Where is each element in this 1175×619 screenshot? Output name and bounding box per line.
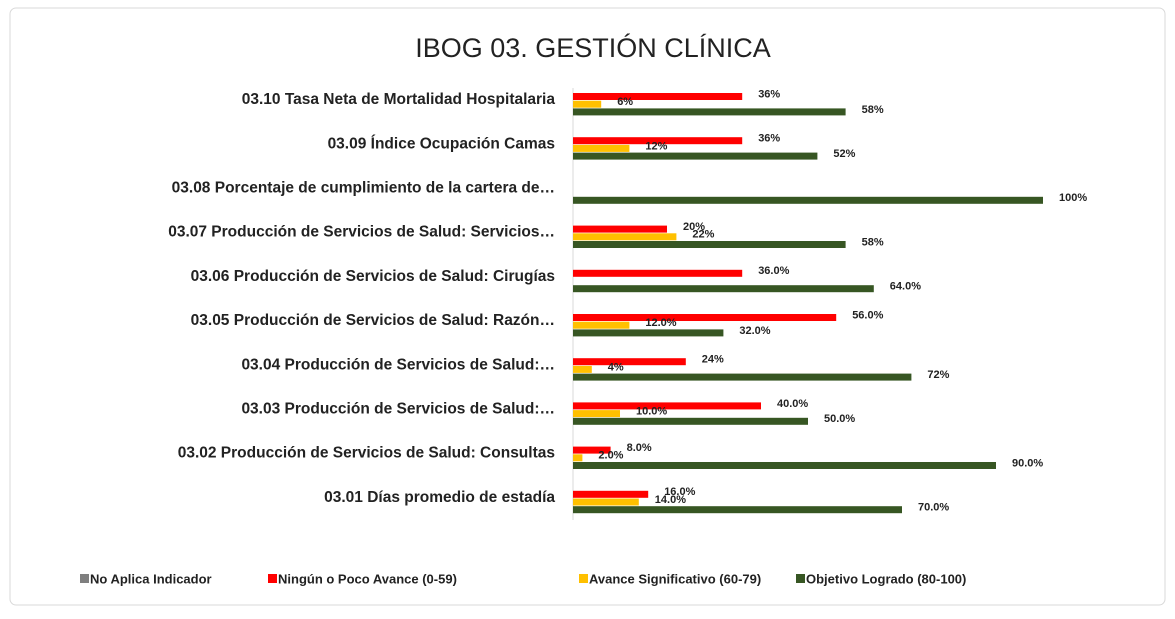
bar: [573, 358, 686, 366]
bar: [573, 108, 846, 116]
category-label: 03.10 Tasa Neta de Mortalidad Hospitalar…: [242, 91, 556, 108]
bar: [573, 410, 620, 418]
legend-swatch: [268, 574, 277, 583]
value-label: 72%: [927, 369, 949, 381]
bar: [573, 314, 837, 321]
value-label: 52%: [833, 148, 855, 160]
value-label: 64.0%: [890, 281, 921, 293]
value-label: 12%: [645, 140, 667, 152]
value-label: 2.0%: [598, 450, 623, 462]
bar: [573, 285, 874, 293]
bar: [573, 446, 611, 454]
value-label: 50.0%: [824, 413, 855, 425]
value-label: 70.0%: [918, 502, 949, 514]
legend-label: Objetivo Logrado (80-100): [806, 571, 966, 586]
value-label: 4%: [608, 361, 624, 373]
bar: [573, 402, 761, 410]
value-label: 58%: [862, 104, 884, 116]
bar: [573, 93, 743, 100]
category-label: 03.08 Porcentaje de cumplimiento de la c…: [172, 179, 555, 196]
category-label: 03.07 Producción de Servicios de Salud: …: [168, 224, 555, 241]
bar: [573, 152, 818, 160]
bar: [573, 454, 583, 462]
bar: [573, 196, 1043, 204]
category-label: 03.02 Producción de Servicios de Salud: …: [178, 445, 555, 462]
bar: [573, 462, 996, 469]
bar: [573, 233, 677, 241]
category-label: 03.04 Producción de Servicios de Salud:…: [241, 356, 555, 373]
legend-label: Avance Significativo (60-79): [589, 571, 761, 586]
value-label: 56.0%: [852, 309, 883, 321]
bar: [573, 144, 630, 152]
value-label: 36.0%: [758, 265, 789, 277]
value-label: 16.0%: [664, 486, 695, 498]
legend-swatch: [80, 574, 89, 583]
value-label: 8.0%: [627, 442, 652, 454]
category-label: 03.05 Producción de Servicios de Salud: …: [191, 312, 555, 329]
chart-title: IBOG 03. GESTIÓN CLÍNICA: [415, 32, 771, 63]
value-label: 10.0%: [636, 406, 667, 418]
bar: [573, 321, 630, 329]
value-label: 14.0%: [655, 494, 686, 506]
category-label: 03.03 Producción de Servicios de Salud:…: [241, 400, 555, 417]
bar: [573, 225, 667, 233]
category-label: 03.06 Producción de Servicios de Salud: …: [191, 268, 555, 285]
bar: [573, 269, 743, 277]
bar: [573, 373, 912, 381]
value-label: 36%: [758, 133, 780, 145]
category-label: 03.01 Días promedio de estadía: [324, 489, 555, 506]
value-label: 36%: [758, 88, 780, 100]
bar: [573, 329, 724, 337]
value-label: 24%: [702, 354, 724, 366]
bar: [573, 498, 639, 506]
legend-swatch: [579, 574, 588, 583]
value-label: 58%: [862, 236, 884, 248]
value-label: 90.0%: [1012, 457, 1043, 469]
value-label: 32.0%: [739, 325, 770, 337]
value-label: 40.0%: [777, 398, 808, 410]
category-label: 03.09 Índice Ocupación Camas: [328, 135, 555, 152]
value-label: 6%: [617, 96, 633, 108]
value-label: 100%: [1059, 192, 1087, 204]
legend-label: Ningún o Poco Avance (0-59): [278, 571, 457, 586]
bar: [573, 137, 743, 145]
bar: [573, 490, 649, 498]
legend-label: No Aplica Indicador: [90, 571, 212, 586]
bar: [573, 241, 846, 248]
bar: [573, 417, 808, 425]
chart-frame: [9, 7, 1166, 606]
value-label: 20%: [683, 221, 705, 233]
bar: [573, 100, 602, 108]
bar: [573, 506, 902, 514]
value-label: 22%: [692, 229, 714, 241]
legend-swatch: [796, 574, 805, 583]
value-label: 12.0%: [645, 317, 676, 329]
bar: [573, 365, 592, 373]
